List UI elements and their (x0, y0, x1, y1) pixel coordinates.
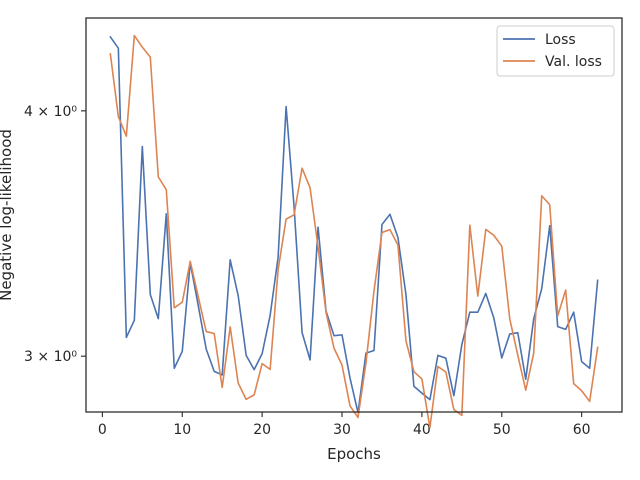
x-tick-label: 10 (173, 422, 191, 438)
x-tick-label: 0 (98, 422, 107, 438)
legend-label-val-loss: Val. loss (545, 54, 602, 70)
x-tick-label: 60 (573, 422, 591, 438)
x-tick-label: 50 (493, 422, 511, 438)
x-tick-label: 40 (413, 422, 431, 438)
y-axis-ticks: 3 × 10⁰ 4 × 10⁰ (24, 104, 86, 365)
y-tick-label: 4 × 10⁰ (24, 104, 77, 120)
plot-background (86, 18, 622, 412)
legend-label-loss: Loss (545, 32, 576, 48)
y-tick-label: 3 × 10⁰ (24, 349, 77, 365)
x-axis-ticks: 0 10 20 30 40 50 60 (98, 412, 591, 438)
y-axis-label: Negative log-likelihood (0, 129, 15, 301)
x-axis-label: Epochs (327, 445, 381, 463)
plot-frame (85, 17, 623, 413)
x-tick-label: 30 (333, 422, 351, 438)
x-tick-label: 20 (253, 422, 271, 438)
legend: Loss Val. loss (496, 25, 615, 77)
